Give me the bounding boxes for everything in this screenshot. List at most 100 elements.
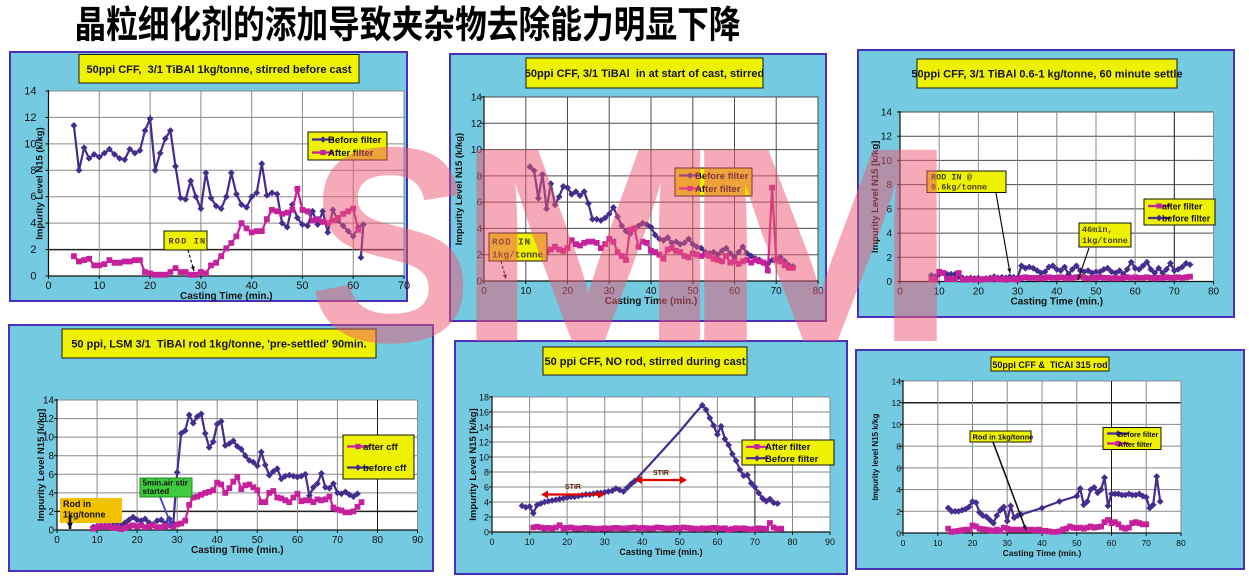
- svg-text:10: 10: [92, 535, 104, 546]
- svg-text:0: 0: [45, 280, 51, 292]
- svg-text:0: 0: [897, 287, 903, 298]
- svg-text:After filter: After filter: [328, 148, 374, 159]
- svg-text:0.6kg/tonne: 0.6kg/tonne: [931, 183, 987, 193]
- svg-text:Rod in: Rod in: [63, 499, 91, 509]
- svg-text:6: 6: [30, 191, 36, 203]
- svg-text:14: 14: [892, 377, 902, 387]
- svg-text:4: 4: [896, 485, 901, 495]
- svg-text:50: 50: [296, 280, 308, 292]
- svg-text:after filter: after filter: [1162, 202, 1203, 212]
- svg-text:20: 20: [132, 535, 144, 546]
- svg-text:20: 20: [562, 286, 574, 297]
- svg-text:46min,: 46min,: [1082, 225, 1113, 235]
- svg-text:20: 20: [562, 537, 572, 547]
- svg-text:0: 0: [896, 529, 901, 539]
- svg-text:Before filter: Before filter: [695, 171, 749, 182]
- svg-text:4: 4: [48, 488, 54, 499]
- svg-text:10: 10: [933, 538, 943, 548]
- svg-text:started: started: [143, 487, 170, 496]
- svg-text:50 ppi, LSM 3/1 TiBAl rod 1kg: 50 ppi, LSM 3/1 TiBAl rod 1kg/tonne, 'pr…: [71, 339, 366, 351]
- svg-text:Impurity Level N15 [k/kg]: Impurity Level N15 [k/kg]: [36, 409, 47, 521]
- svg-text:4: 4: [886, 229, 892, 240]
- svg-text:ROD IN: ROD IN: [169, 237, 207, 247]
- svg-text:6: 6: [484, 483, 489, 493]
- svg-text:0: 0: [481, 286, 487, 297]
- svg-text:14: 14: [24, 86, 36, 98]
- svg-text:Casting Time (min.): Casting Time (min.): [619, 547, 702, 557]
- svg-text:30: 30: [604, 286, 616, 297]
- svg-text:80: 80: [1176, 538, 1186, 548]
- svg-text:After filter: After filter: [1118, 440, 1153, 449]
- svg-text:10: 10: [892, 420, 902, 430]
- svg-text:12: 12: [881, 132, 893, 143]
- svg-text:0: 0: [48, 526, 54, 537]
- svg-text:4: 4: [476, 224, 482, 235]
- svg-text:14: 14: [471, 93, 483, 104]
- svg-text:40: 40: [246, 280, 258, 292]
- svg-text:16: 16: [479, 408, 489, 418]
- svg-text:12: 12: [479, 438, 489, 448]
- svg-text:Before filter: Before filter: [765, 454, 819, 465]
- svg-text:10: 10: [93, 280, 105, 292]
- svg-text:50: 50: [1090, 287, 1102, 298]
- svg-text:2: 2: [896, 507, 901, 517]
- svg-text:90: 90: [825, 537, 835, 547]
- svg-text:40: 40: [645, 286, 657, 297]
- svg-text:10: 10: [43, 433, 55, 444]
- svg-text:Impurity Level N15 (k/kg): Impurity Level N15 (k/kg): [454, 133, 465, 245]
- svg-text:50ppi CFF, 3/1 TiBAl 1kg/tonn: 50ppi CFF, 3/1 TiBAl 1kg/tonne, stirred …: [86, 64, 351, 76]
- svg-text:30: 30: [195, 280, 207, 292]
- svg-text:8: 8: [484, 468, 489, 478]
- svg-text:50ppi CFF & TiCAl 315 rod: 50ppi CFF & TiCAl 315 rod: [992, 360, 1107, 370]
- svg-text:80: 80: [787, 537, 797, 547]
- svg-text:20: 20: [973, 287, 985, 298]
- svg-text:40: 40: [212, 535, 224, 546]
- svg-text:30: 30: [172, 535, 184, 546]
- svg-text:14: 14: [881, 108, 893, 119]
- svg-text:50: 50: [687, 286, 699, 297]
- svg-text:70: 70: [398, 280, 410, 292]
- svg-text:14: 14: [43, 396, 55, 407]
- svg-text:70: 70: [1141, 538, 1151, 548]
- svg-text:10: 10: [525, 537, 535, 547]
- svg-text:80: 80: [812, 286, 824, 297]
- svg-text:80: 80: [1208, 287, 1220, 298]
- svg-text:Impurity level N15 k/kg: Impurity level N15 k/kg: [871, 414, 880, 501]
- svg-text:20: 20: [144, 280, 156, 292]
- svg-text:8: 8: [48, 451, 54, 462]
- svg-text:80: 80: [372, 535, 384, 546]
- svg-text:12: 12: [43, 414, 55, 425]
- svg-text:0: 0: [886, 277, 892, 288]
- svg-text:70: 70: [771, 286, 783, 297]
- svg-text:40: 40: [637, 537, 647, 547]
- svg-text:20: 20: [968, 538, 978, 548]
- svg-text:Casting Time (min.): Casting Time (min.): [605, 296, 698, 307]
- svg-text:After filter: After filter: [765, 442, 811, 453]
- svg-text:0: 0: [54, 535, 60, 546]
- svg-text:0: 0: [30, 271, 36, 283]
- svg-text:2: 2: [484, 513, 489, 523]
- svg-text:8: 8: [886, 180, 892, 191]
- svg-text:6: 6: [476, 198, 482, 209]
- svg-text:Casting Time (min.): Casting Time (min.): [1003, 548, 1082, 558]
- svg-text:60: 60: [347, 280, 359, 292]
- svg-text:60: 60: [292, 535, 304, 546]
- svg-text:8: 8: [30, 165, 36, 177]
- svg-text:40: 40: [1051, 287, 1063, 298]
- svg-text:50ppi CFF, 3/1 TiBAl 0.6-1 kg/: 50ppi CFF, 3/1 TiBAl 0.6-1 kg/tonne, 60 …: [911, 69, 1182, 81]
- svg-text:70: 70: [1169, 287, 1181, 298]
- svg-text:after cff: after cff: [363, 442, 399, 453]
- svg-text:60: 60: [712, 537, 722, 547]
- svg-text:30: 30: [1002, 538, 1012, 548]
- svg-text:50ppi CFF, 3/1 TiBAl in at st: 50ppi CFF, 3/1 TiBAl in at start of cast…: [525, 68, 764, 80]
- svg-text:6: 6: [886, 204, 892, 215]
- svg-text:ROD IN @: ROD IN @: [931, 173, 972, 183]
- svg-text:50: 50: [1072, 538, 1082, 548]
- svg-text:2: 2: [48, 507, 54, 518]
- svg-text:4: 4: [484, 498, 489, 508]
- svg-text:30: 30: [600, 537, 610, 547]
- svg-text:8: 8: [896, 442, 901, 452]
- svg-text:before filter: before filter: [1162, 214, 1211, 224]
- svg-text:90: 90: [412, 535, 424, 546]
- svg-text:0: 0: [484, 528, 489, 538]
